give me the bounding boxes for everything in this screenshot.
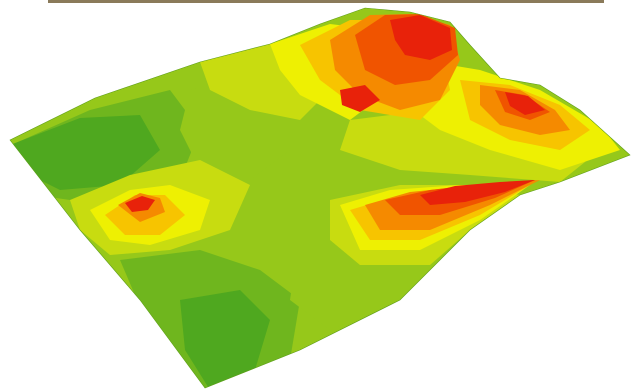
peak-south-ridge bbox=[420, 180, 535, 205]
peak-north bbox=[390, 15, 452, 60]
peak-west-hill bbox=[125, 196, 155, 212]
lowland-south-core bbox=[180, 290, 270, 388]
terrain-edge bbox=[9, 7, 631, 389]
slope-east bbox=[340, 110, 600, 182]
peak-north-west bbox=[340, 85, 380, 112]
peak-east bbox=[505, 92, 545, 115]
lowland-west-core bbox=[10, 115, 160, 190]
top-photo-strip bbox=[48, 0, 604, 3]
